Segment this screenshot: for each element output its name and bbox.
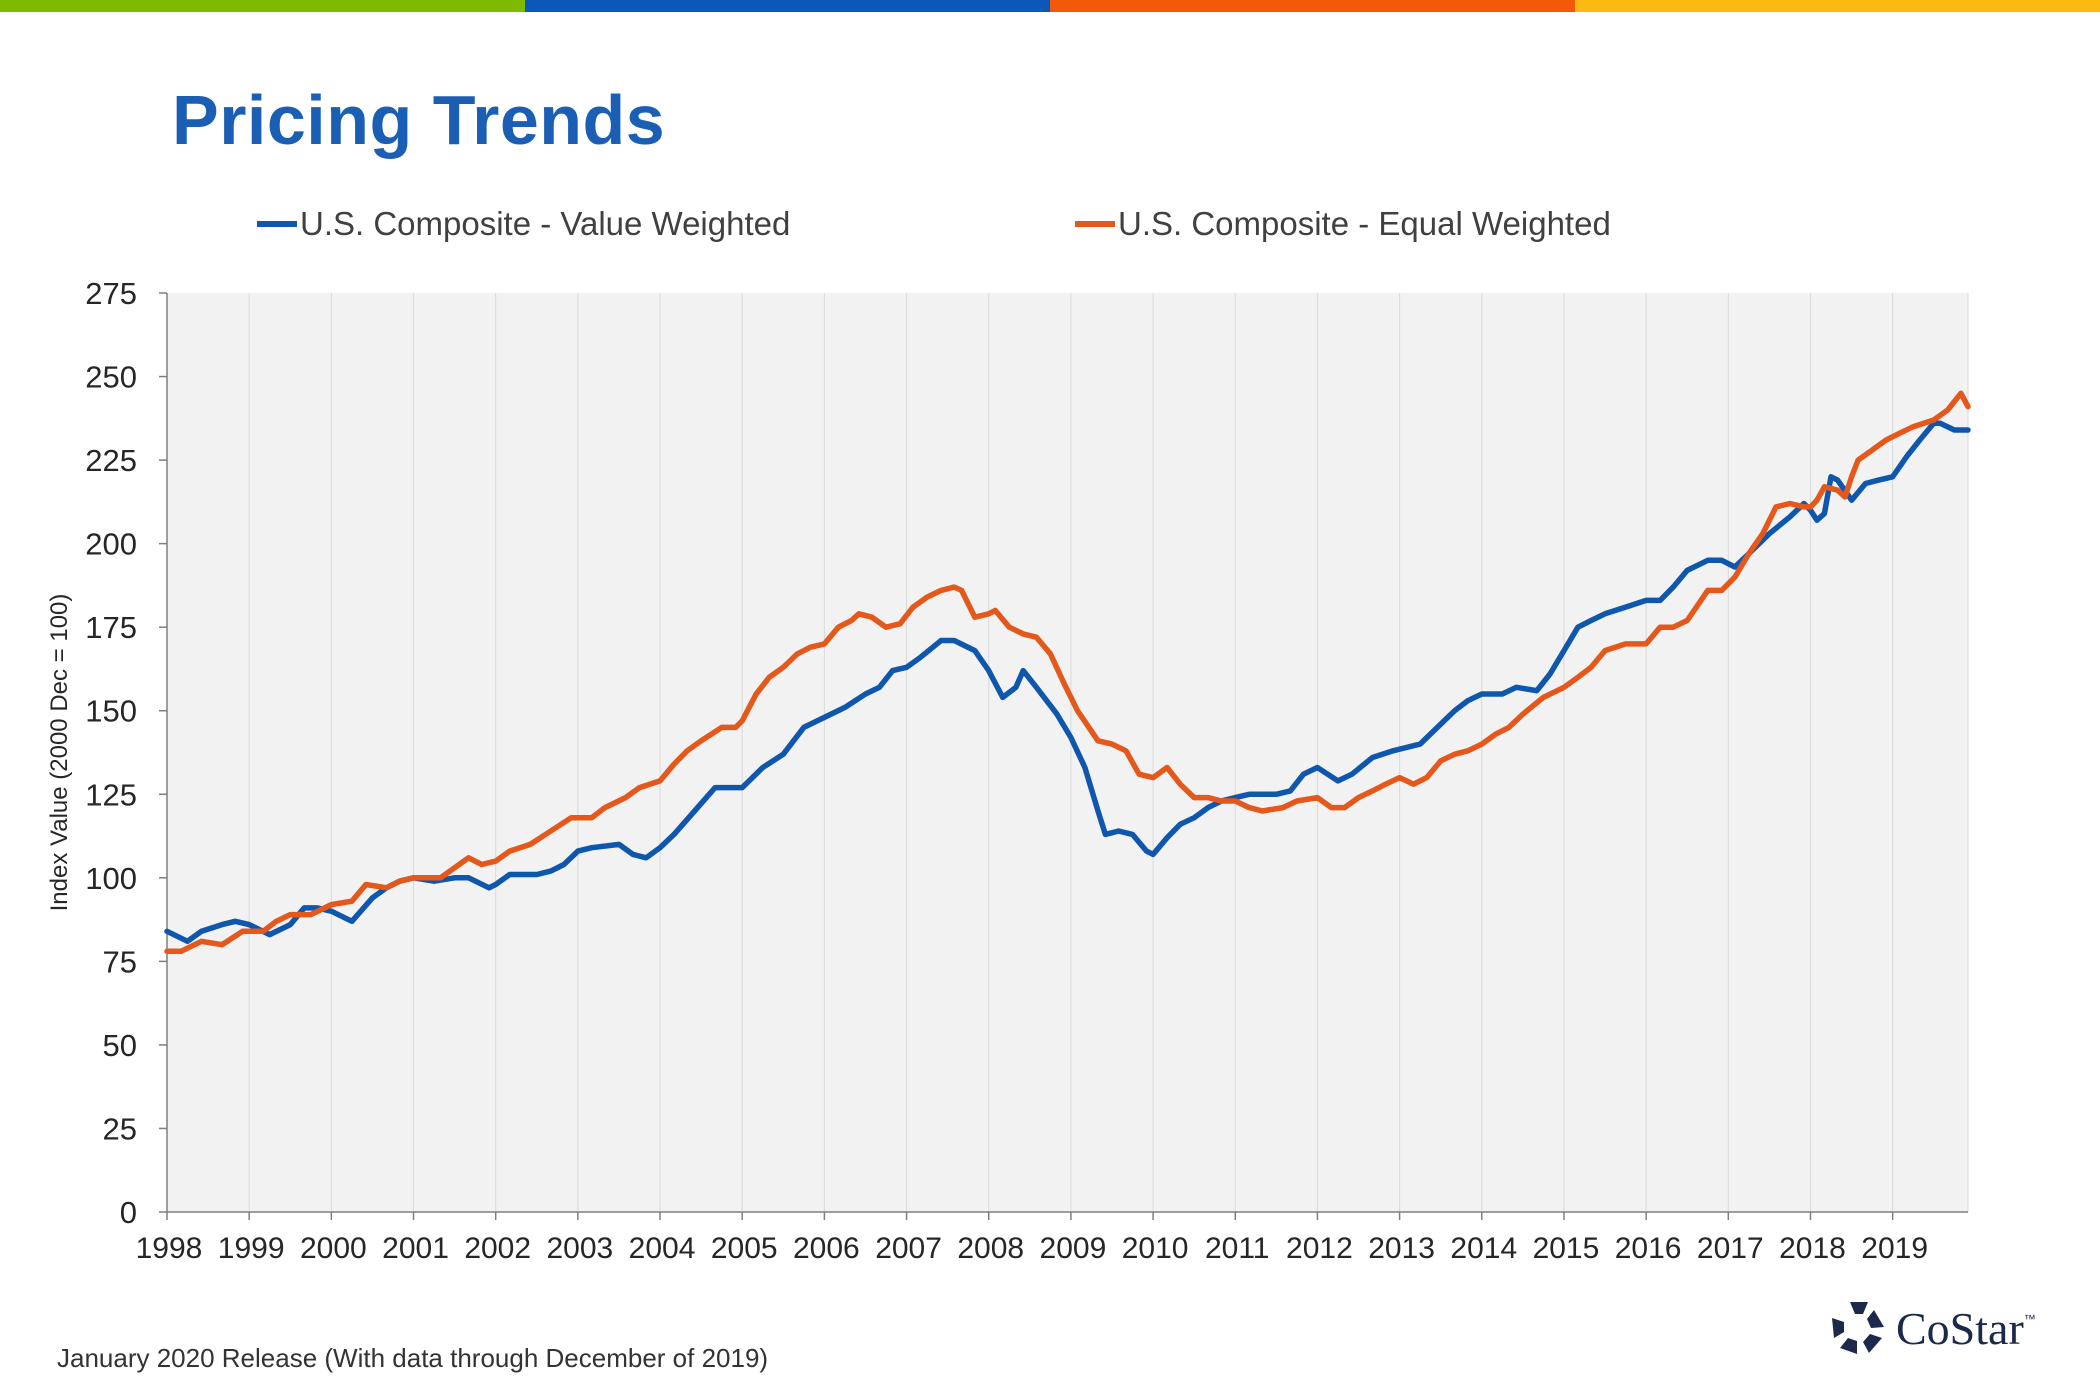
costar-logo-tm: ™	[2023, 1312, 2036, 1326]
x-tick-label: 2004	[629, 1232, 696, 1265]
legend-swatch-value-weighted	[257, 221, 297, 227]
pricing-trends-chart: 1998 1999 2000 2001 2002 2003 2004 2005 2006 2007…	[46, 276, 1971, 1265]
top-bar-green-segment	[0, 0, 525, 12]
x-tick-label: 2007	[875, 1232, 942, 1265]
x-tick-label: 2006	[793, 1232, 860, 1265]
x-tick-label: 2017	[1697, 1232, 1764, 1265]
x-tick-label: 2000	[300, 1232, 367, 1265]
top-color-bar	[0, 0, 2100, 12]
legend-swatch-equal-weighted	[1075, 221, 1115, 227]
series-line-equal-weighted	[164, 390, 1971, 955]
top-bar-orange-segment	[1050, 0, 1575, 12]
x-tick-label: 1998	[136, 1232, 203, 1265]
y-tick-label: 225	[85, 443, 137, 478]
top-bar-blue-segment	[525, 0, 1050, 12]
y-tick-label: 100	[85, 861, 137, 896]
x-tick-label: 2008	[957, 1232, 1024, 1265]
y-tick-label: 150	[85, 694, 137, 729]
legend-item-value-weighted: U.S. Composite - Value Weighted	[257, 205, 790, 243]
y-tick-label: 125	[85, 777, 137, 812]
y-tick-label: 75	[103, 944, 137, 979]
x-tick-label: 2013	[1368, 1232, 1435, 1265]
x-tick-label: 2015	[1533, 1232, 1600, 1265]
top-bar-yellow-segment	[1575, 0, 2100, 12]
y-tick-label: 25	[103, 1111, 137, 1146]
series-line-value-weighted	[164, 420, 1971, 945]
x-tick-label: 2019	[1861, 1232, 1928, 1265]
y-tick-label: 0	[120, 1195, 137, 1230]
x-tick-label: 2018	[1779, 1232, 1846, 1265]
y-tick-label: 250	[85, 360, 137, 395]
y-tick-label: 275	[85, 276, 137, 311]
x-tick-label: 2002	[464, 1232, 531, 1265]
y-tick-label: 175	[85, 610, 137, 645]
costar-logo: CoStar ™	[1830, 1300, 2036, 1356]
release-footnote: January 2020 Release (With data through …	[57, 1343, 769, 1373]
legend-label-equal-weighted: U.S. Composite - Equal Weighted	[1118, 205, 1611, 242]
legend-item-equal-weighted: U.S. Composite - Equal Weighted	[1075, 205, 1611, 243]
y-axis-title: Index Value (2000 Dec = 100)	[46, 594, 73, 912]
x-tick-label: 2014	[1450, 1232, 1517, 1265]
x-tick-label: 1999	[218, 1232, 285, 1265]
page-title: Pricing Trends	[172, 81, 666, 159]
x-tick-label: 2010	[1122, 1232, 1189, 1265]
x-tick-label: 2012	[1286, 1232, 1353, 1265]
y-tick-label: 200	[85, 527, 137, 562]
legend-label-value-weighted: U.S. Composite - Value Weighted	[300, 205, 791, 242]
x-tick-label: 2016	[1615, 1232, 1682, 1265]
plot-area	[167, 293, 1968, 1212]
chart-legend: U.S. Composite - Value Weighted U.S. Com…	[0, 205, 2100, 255]
x-tick-label: 2005	[711, 1232, 778, 1265]
x-tick-label: 2009	[1040, 1232, 1107, 1265]
x-tick-label: 2003	[546, 1232, 613, 1265]
x-tick-label: 2001	[382, 1232, 449, 1265]
costar-logo-text: CoStar	[1896, 1302, 2024, 1354]
y-tick-label: 50	[103, 1028, 137, 1063]
costar-star-icon	[1832, 1302, 1884, 1354]
x-tick-label: 2011	[1205, 1232, 1270, 1265]
